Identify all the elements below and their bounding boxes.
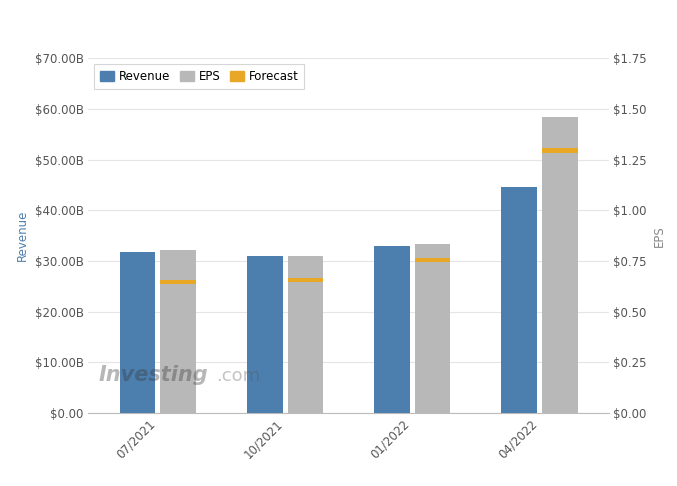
Bar [542, 117, 577, 413]
Y-axis label: Revenue: Revenue [16, 210, 29, 261]
Bar [160, 250, 196, 413]
Bar [415, 244, 450, 413]
Bar [288, 256, 323, 413]
Bar [374, 246, 410, 413]
Bar [160, 280, 196, 284]
Bar [501, 187, 537, 413]
Y-axis label: EPS: EPS [653, 225, 665, 246]
Text: Investing: Investing [98, 364, 209, 385]
Bar [542, 148, 577, 153]
Bar [247, 256, 282, 413]
Bar [288, 278, 323, 282]
Legend: Revenue, EPS, Forecast: Revenue, EPS, Forecast [94, 64, 304, 89]
Bar [415, 258, 450, 262]
Bar [120, 252, 156, 413]
Text: .com: .com [216, 367, 260, 385]
